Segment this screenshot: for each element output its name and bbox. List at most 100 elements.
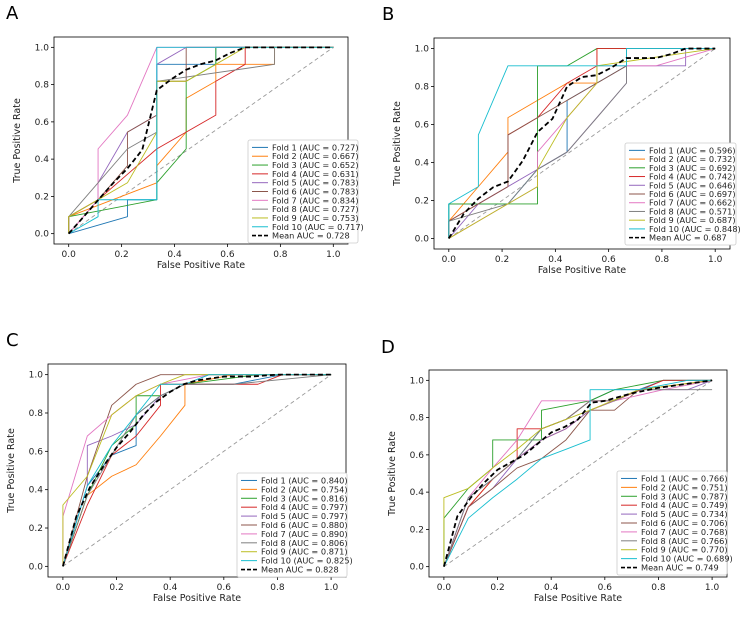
y-tick-label: 1.0 <box>410 376 425 386</box>
x-tick-label: 1.0 <box>705 583 720 593</box>
y-tick-label: 0.0 <box>29 562 44 572</box>
y-tick-label: 0.4 <box>35 155 50 165</box>
legend-entry: Fold 2 (AUC = 0.751) <box>641 482 728 492</box>
fold-7-roc-line <box>443 379 713 567</box>
x-tick-label: 0.6 <box>217 583 232 593</box>
legend-entry: Fold 3 (AUC = 0.692) <box>649 163 736 173</box>
x-tick-label: 0.0 <box>437 583 452 593</box>
legend-entry: Fold 4 (AUC = 0.797) <box>261 502 348 512</box>
panel-letter: A <box>6 3 19 24</box>
legend-entry: Fold 6 (AUC = 0.783) <box>272 187 359 197</box>
y-tick-label: 1.0 <box>29 371 44 381</box>
fold-9-roc-line <box>443 379 713 567</box>
fold-10-roc-line <box>62 374 332 567</box>
legend-entry: Fold 5 (AUC = 0.734) <box>641 509 728 519</box>
legend-entry: Fold 1 (AUC = 0.840) <box>261 475 348 485</box>
y-tick-label: 0.0 <box>410 563 425 573</box>
y-tick-label: 0.8 <box>415 83 430 93</box>
legend-entry: Fold 9 (AUC = 0.871) <box>261 547 348 557</box>
legend-entry: Fold 1 (AUC = 0.727) <box>272 142 359 152</box>
y-tick-label: 0.0 <box>35 230 50 240</box>
x-tick-label: 0.0 <box>442 255 457 265</box>
x-tick-label: 1.0 <box>324 583 339 593</box>
fold-6-roc-line <box>443 379 713 567</box>
fold-10-roc-line <box>68 46 334 235</box>
y-axis-title: True Positive Rate <box>12 98 23 184</box>
y-tick-label: 0.6 <box>410 451 425 461</box>
x-tick-label: 0.2 <box>114 250 128 260</box>
chance-line <box>443 379 713 568</box>
legend-box <box>236 472 348 578</box>
legend-entry: Mean AUC = 0.828 <box>261 565 339 575</box>
mean-roc-line <box>68 46 334 235</box>
legend-entry: Fold 5 (AUC = 0.646) <box>649 180 736 190</box>
x-tick-label: 0.6 <box>601 255 616 265</box>
legend-box <box>616 470 728 576</box>
y-tick-label: 0.4 <box>29 486 44 496</box>
x-tick-label: 0.2 <box>109 583 123 593</box>
y-tick-label: 0.2 <box>410 525 424 535</box>
panel-c: C 0.0 0.2 0.4 0.6 0.8 1.0 0.0 0.2 0.4 0.6 0.8 1.0 Fal… <box>6 330 353 604</box>
legend-entry: Fold 10 (AUC = 0.689) <box>641 554 733 564</box>
y-tick-label: 0.2 <box>29 524 43 534</box>
x-tick-label: 1.0 <box>326 250 341 260</box>
y-tick-label: 0.8 <box>410 414 425 424</box>
fold-8-roc-line <box>62 374 332 567</box>
x-tick-label: 0.6 <box>220 250 235 260</box>
legend: Fold 1 (AUC = 0.727)Fold 2 (AUC = 0.667)… <box>247 139 364 244</box>
legend-entry: Fold 6 (AUC = 0.706) <box>641 518 728 528</box>
x-tick-label: 0.0 <box>62 250 77 260</box>
y-tick-label: 0.6 <box>35 118 50 128</box>
fold-9-roc-line <box>62 374 332 567</box>
legend-entry: Fold 2 (AUC = 0.667) <box>272 151 359 161</box>
legend-entry: Fold 6 (AUC = 0.880) <box>261 520 348 530</box>
legend-entry: Fold 9 (AUC = 0.753) <box>272 213 359 223</box>
x-axis-title: False Positive Rate <box>153 593 241 604</box>
x-tick-label: 0.8 <box>273 250 288 260</box>
y-tick-label: 0.4 <box>410 488 425 498</box>
legend-entry: Fold 7 (AUC = 0.834) <box>272 195 359 205</box>
legend-entry: Fold 4 (AUC = 0.742) <box>649 172 736 182</box>
chance-line <box>68 46 334 235</box>
x-axis-title: False Positive Rate <box>534 593 622 604</box>
x-tick-label: 0.4 <box>544 583 559 593</box>
legend-box <box>247 139 359 244</box>
legend-entry: Fold 1 (AUC = 0.596) <box>649 145 736 155</box>
x-tick-label: 0.8 <box>651 583 666 593</box>
x-tick-label: 0.0 <box>56 583 71 593</box>
legend-entry: Fold 8 (AUC = 0.806) <box>261 538 348 548</box>
mean-roc-line <box>62 373 332 567</box>
panel-letter: D <box>381 337 395 358</box>
legend-entry: Fold 8 (AUC = 0.571) <box>649 206 736 216</box>
x-tick-label: 0.2 <box>495 255 509 265</box>
legend-box <box>624 142 737 246</box>
mean-roc-line <box>443 379 713 567</box>
legend-entry: Fold 5 (AUC = 0.783) <box>272 178 359 188</box>
y-tick-label: 1.0 <box>35 43 50 53</box>
x-tick-label: 0.4 <box>167 250 182 260</box>
x-tick-label: 0.8 <box>655 255 670 265</box>
legend-entry: Fold 3 (AUC = 0.787) <box>641 491 728 501</box>
y-axis-title: True Positive Rate <box>387 431 398 517</box>
y-axis-title: True Positive Rate <box>6 428 17 514</box>
panel-letter: B <box>382 4 394 25</box>
x-axis-title: False Positive Rate <box>157 260 245 271</box>
legend-entry: Fold 7 (AUC = 0.768) <box>641 527 728 537</box>
x-tick-label: 0.4 <box>163 583 178 593</box>
fold-4-roc-line <box>62 374 332 567</box>
legend-entry: Mean AUC = 0.749 <box>641 563 719 573</box>
legend-entry: Fold 7 (AUC = 0.890) <box>261 529 348 539</box>
legend-entry: Fold 9 (AUC = 0.687) <box>649 215 736 225</box>
y-tick-label: 0.8 <box>29 409 44 419</box>
y-tick-label: 0.2 <box>35 192 49 202</box>
legend-entry: Fold 9 (AUC = 0.770) <box>641 545 728 555</box>
panel-a: A 0.0 0.2 0.4 0.6 0.8 1.0 0.0 0.2 0.4 0.6 0.8 1.0 Fal… <box>6 3 364 271</box>
legend-entry: Fold 6 (AUC = 0.697) <box>649 189 736 199</box>
panel-b: B 0.0 0.2 0.4 0.6 0.8 1.0 0.0 0.2 0.4 0.6 0.8 1.0 Fal… <box>382 4 741 276</box>
legend-entry: Fold 4 (AUC = 0.749) <box>641 500 728 510</box>
legend-entry: Fold 1 (AUC = 0.766) <box>641 473 728 483</box>
y-tick-label: 0.6 <box>29 447 44 457</box>
legend-entry: Fold 8 (AUC = 0.727) <box>272 204 359 214</box>
legend-entry: Fold 5 (AUC = 0.797) <box>261 511 348 521</box>
